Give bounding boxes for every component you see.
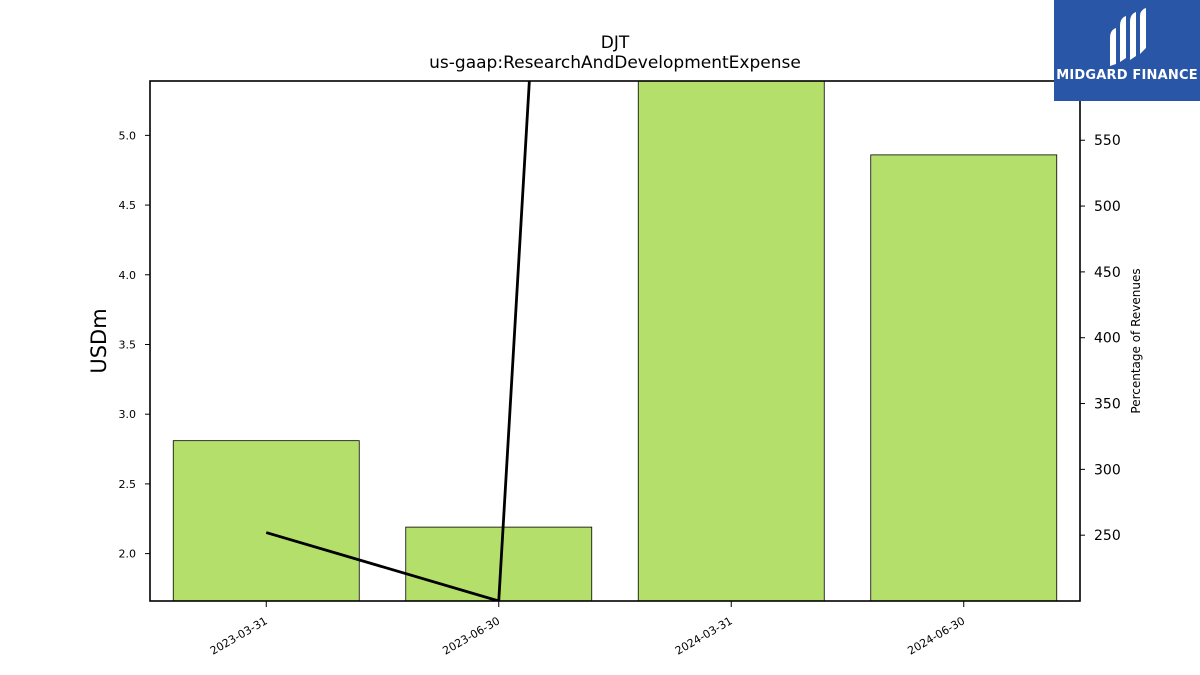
plot-frame — [149, 80, 1081, 602]
y2-tick-label: 300 — [1094, 462, 1121, 478]
y2-axis-label: Percentage of Revenues — [1129, 268, 1143, 413]
bar — [870, 154, 1058, 601]
midgard-finance-logo: MIDGARD FINANCE — [1054, 0, 1200, 101]
x-tick-label: 2024-03-31 — [673, 614, 735, 657]
y-tick-label: 3.0 — [119, 408, 137, 421]
x-axis: 2023-03-31 2023-06-30 2024-03-31 2024-06-30 — [208, 601, 967, 658]
x-tick-label: 2024-06-30 — [905, 614, 967, 657]
y-tick-label: 2.0 — [119, 548, 137, 561]
y-axis-label: USDm — [87, 308, 111, 373]
bar — [637, 81, 825, 601]
y2-tick-label: 400 — [1094, 331, 1121, 347]
x-tick-label: 2023-03-31 — [208, 614, 270, 657]
y-axis: 2.0 2.5 3.0 3.5 4.0 4.5 5.0 — [119, 129, 150, 561]
bar — [172, 440, 360, 601]
y-tick-label: 2.5 — [119, 478, 137, 491]
logo-text: MIDGARD FINANCE — [1056, 68, 1198, 83]
logo-mark-icon — [1110, 8, 1146, 66]
percentage-line — [265, 81, 531, 601]
line-group — [265, 81, 531, 601]
y2-tick-label: 350 — [1094, 397, 1121, 413]
bars-group — [172, 81, 1058, 601]
y2-tick-label: 500 — [1094, 199, 1121, 215]
x-tick-label: 2023-06-30 — [440, 614, 502, 657]
y2-tick-label: 250 — [1094, 528, 1121, 544]
chart-title: DJT — [601, 33, 630, 53]
y2-tick-label: 450 — [1094, 265, 1121, 281]
y-tick-label: 4.0 — [119, 269, 137, 282]
y2-axis: 250 300 350 400 450 500 550 — [1080, 133, 1121, 544]
y-tick-label: 4.5 — [119, 199, 137, 212]
y-tick-label: 5.0 — [119, 129, 137, 142]
y-tick-label: 3.5 — [119, 338, 137, 351]
y2-tick-label: 550 — [1094, 133, 1121, 149]
chart-subtitle: us-gaap:ResearchAndDevelopmentExpense — [429, 53, 801, 73]
